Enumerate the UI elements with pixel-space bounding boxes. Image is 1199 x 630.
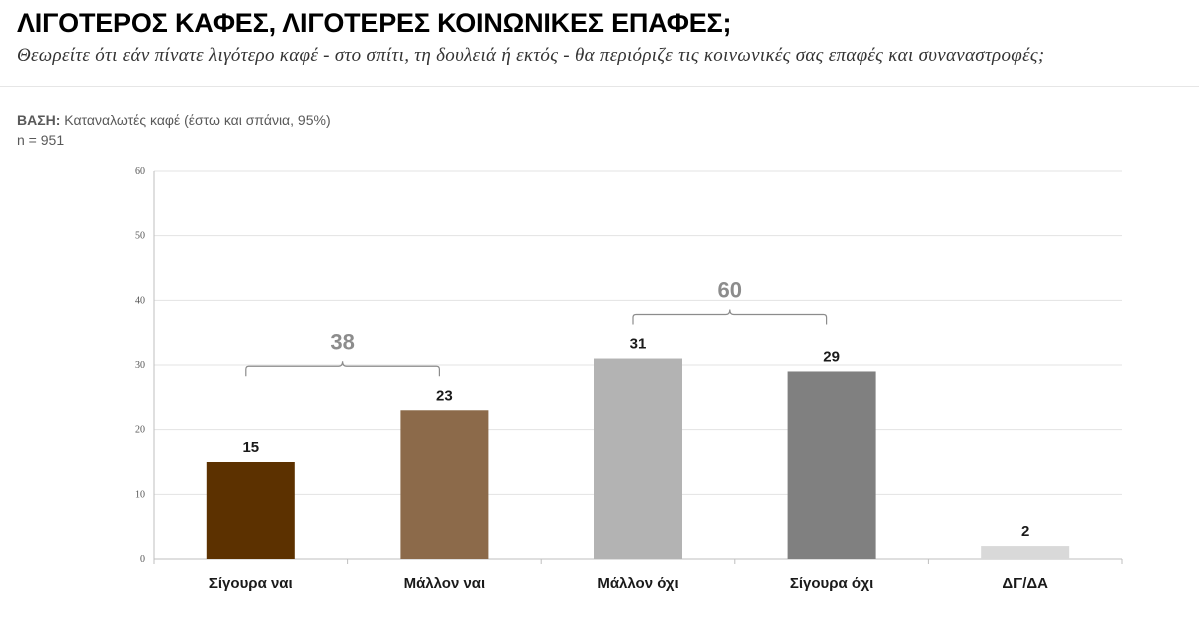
y-tick-label: 50	[135, 231, 145, 242]
y-tick-label: 60	[135, 166, 145, 177]
base-text: Καταναλωτές καφέ (έστω και σπάνια, 95%)	[60, 112, 331, 128]
bar	[981, 546, 1070, 559]
group-brace	[245, 361, 440, 377]
y-tick-label: 20	[135, 425, 145, 436]
sample-size: n = 951	[17, 132, 65, 148]
bar	[787, 371, 876, 559]
group-total-label: 38	[330, 329, 354, 354]
data-label: 2	[1021, 523, 1029, 540]
x-tick-label: Σίγουρα όχι	[790, 575, 874, 592]
x-tick-label: ΔΓ/ΔΑ	[1002, 575, 1048, 592]
data-label: 31	[630, 336, 647, 353]
x-tick-label: Μάλλον όχι	[597, 575, 678, 592]
group-total-label: 60	[718, 278, 742, 303]
y-tick-label: 40	[135, 295, 145, 306]
data-label: 29	[823, 348, 840, 365]
header-divider	[0, 86, 1199, 87]
bar	[594, 358, 682, 559]
sample-base: ΒΑΣΗ: Καταναλωτές καφέ (έστω και σπάνια,…	[17, 110, 331, 150]
x-tick-label: Σίγουρα ναι	[209, 575, 293, 592]
y-tick-label: 30	[135, 360, 145, 371]
chart-subtitle: Θεωρείτε ότι εάν πίνατε λιγότερο καφέ - …	[17, 45, 1045, 66]
data-label: 15	[242, 439, 259, 456]
group-brace	[632, 309, 828, 325]
y-tick-label: 10	[135, 489, 145, 500]
y-tick-label: 0	[140, 554, 145, 565]
bar	[400, 410, 489, 559]
base-label: ΒΑΣΗ:	[17, 112, 61, 128]
bar	[206, 462, 295, 559]
data-label: 23	[436, 387, 453, 404]
chart-title: ΛΙΓΟΤΕΡΟΣ ΚΑΦΕΣ, ΛΙΓΟΤΕΡΕΣ ΚΟΙΝΩΝΙΚΕΣ ΕΠ…	[17, 8, 732, 38]
x-tick-label: Μάλλον ναι	[404, 575, 486, 592]
